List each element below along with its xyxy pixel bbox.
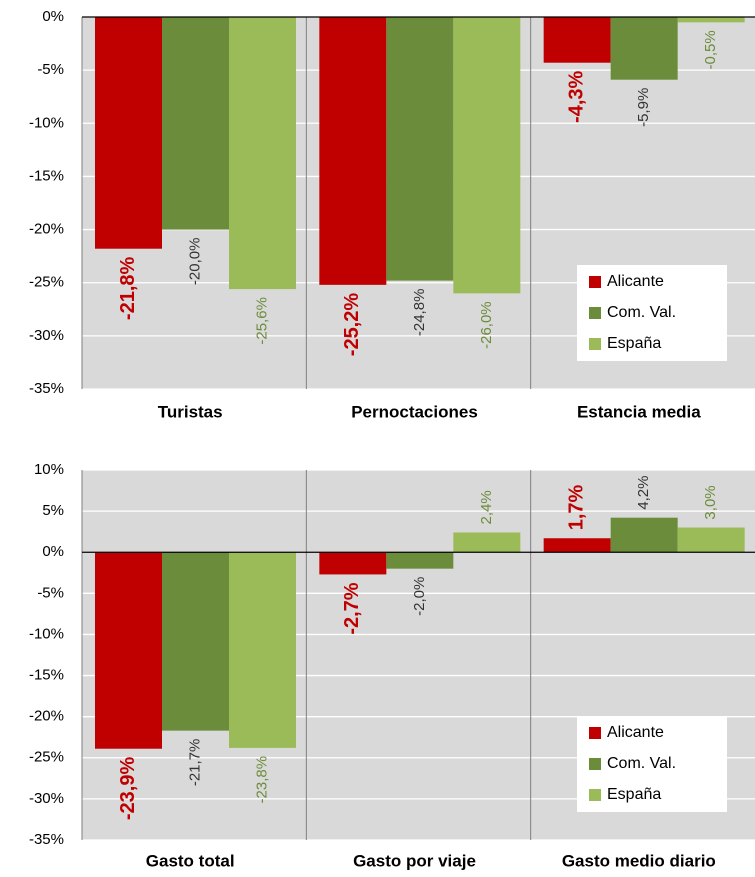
category-label: Gasto medio diario (562, 851, 716, 870)
y-tick-label: 5% (42, 502, 64, 519)
value-label: -5,9% (635, 88, 652, 127)
bar (319, 552, 387, 575)
bar (543, 17, 611, 63)
value-label: -23,8% (253, 756, 270, 804)
value-label: -20,0% (186, 238, 203, 286)
category-label: Gasto total (146, 851, 235, 870)
value-label: -2,0% (411, 577, 428, 616)
legend-label: Com. Val. (607, 755, 676, 772)
y-tick-label: -35% (29, 831, 64, 848)
legend-swatch (589, 758, 601, 770)
bar (386, 552, 454, 569)
value-label: -25,6% (253, 297, 270, 345)
y-tick-label: -25% (29, 749, 64, 766)
bar (95, 17, 162, 249)
legend-label: España (607, 786, 661, 803)
y-tick-label: -20% (29, 708, 64, 725)
bar (610, 17, 678, 80)
legend-swatch (589, 789, 601, 801)
y-tick-label: -5% (37, 584, 64, 601)
value-label: -4,3% (565, 70, 587, 122)
legend-label: Alicante (607, 273, 664, 290)
y-tick-label: -15% (29, 167, 64, 184)
value-label: -21,7% (186, 739, 203, 787)
bar (610, 517, 678, 553)
y-tick-label: -15% (29, 667, 64, 684)
bar (95, 552, 162, 749)
bar (229, 17, 296, 290)
legend-label: España (607, 335, 661, 352)
legend-swatch (589, 338, 601, 350)
bar (677, 17, 745, 23)
bar (543, 538, 611, 553)
y-tick-label: 0% (42, 543, 64, 560)
bar (453, 532, 521, 553)
legend-swatch (589, 727, 601, 739)
legend-swatch (589, 307, 601, 319)
y-tick-label: -25% (29, 274, 64, 291)
y-tick-label: -20% (29, 221, 64, 238)
value-label: 4,2% (635, 475, 652, 509)
legend-box (577, 716, 727, 812)
value-label: 2,4% (478, 490, 495, 524)
legend-label: Alicante (607, 724, 664, 741)
y-tick-label: 10% (34, 461, 64, 478)
value-label: 1,7% (565, 484, 587, 530)
category-label: Estancia media (577, 402, 701, 421)
category-label: Turistas (158, 402, 223, 421)
category-label: Gasto por viaje (353, 851, 476, 870)
y-tick-label: -5% (37, 61, 64, 78)
value-label: -25,2% (341, 293, 363, 357)
y-tick-label: -10% (29, 625, 64, 642)
y-tick-label: -35% (29, 380, 64, 397)
bar (319, 17, 387, 285)
bar (229, 552, 296, 748)
y-tick-label: 0% (42, 8, 64, 25)
value-label: 3,0% (702, 485, 719, 519)
legend-label: Com. Val. (607, 304, 676, 321)
bar (162, 552, 229, 731)
value-label: -21,8% (117, 256, 139, 320)
value-label: -24,8% (411, 289, 428, 337)
y-tick-label: -30% (29, 327, 64, 344)
value-label: -2,7% (341, 582, 363, 634)
bar (162, 17, 229, 230)
legend-swatch (589, 276, 601, 288)
bar (386, 17, 454, 281)
value-label: -0,5% (702, 30, 719, 69)
bar (677, 527, 745, 553)
y-tick-label: -10% (29, 114, 64, 131)
y-tick-label: -30% (29, 790, 64, 807)
value-label: -26,0% (478, 301, 495, 349)
category-label: Pernoctaciones (351, 402, 478, 421)
bar (453, 17, 521, 294)
value-label: -23,9% (117, 757, 139, 821)
legend-box (577, 265, 727, 361)
